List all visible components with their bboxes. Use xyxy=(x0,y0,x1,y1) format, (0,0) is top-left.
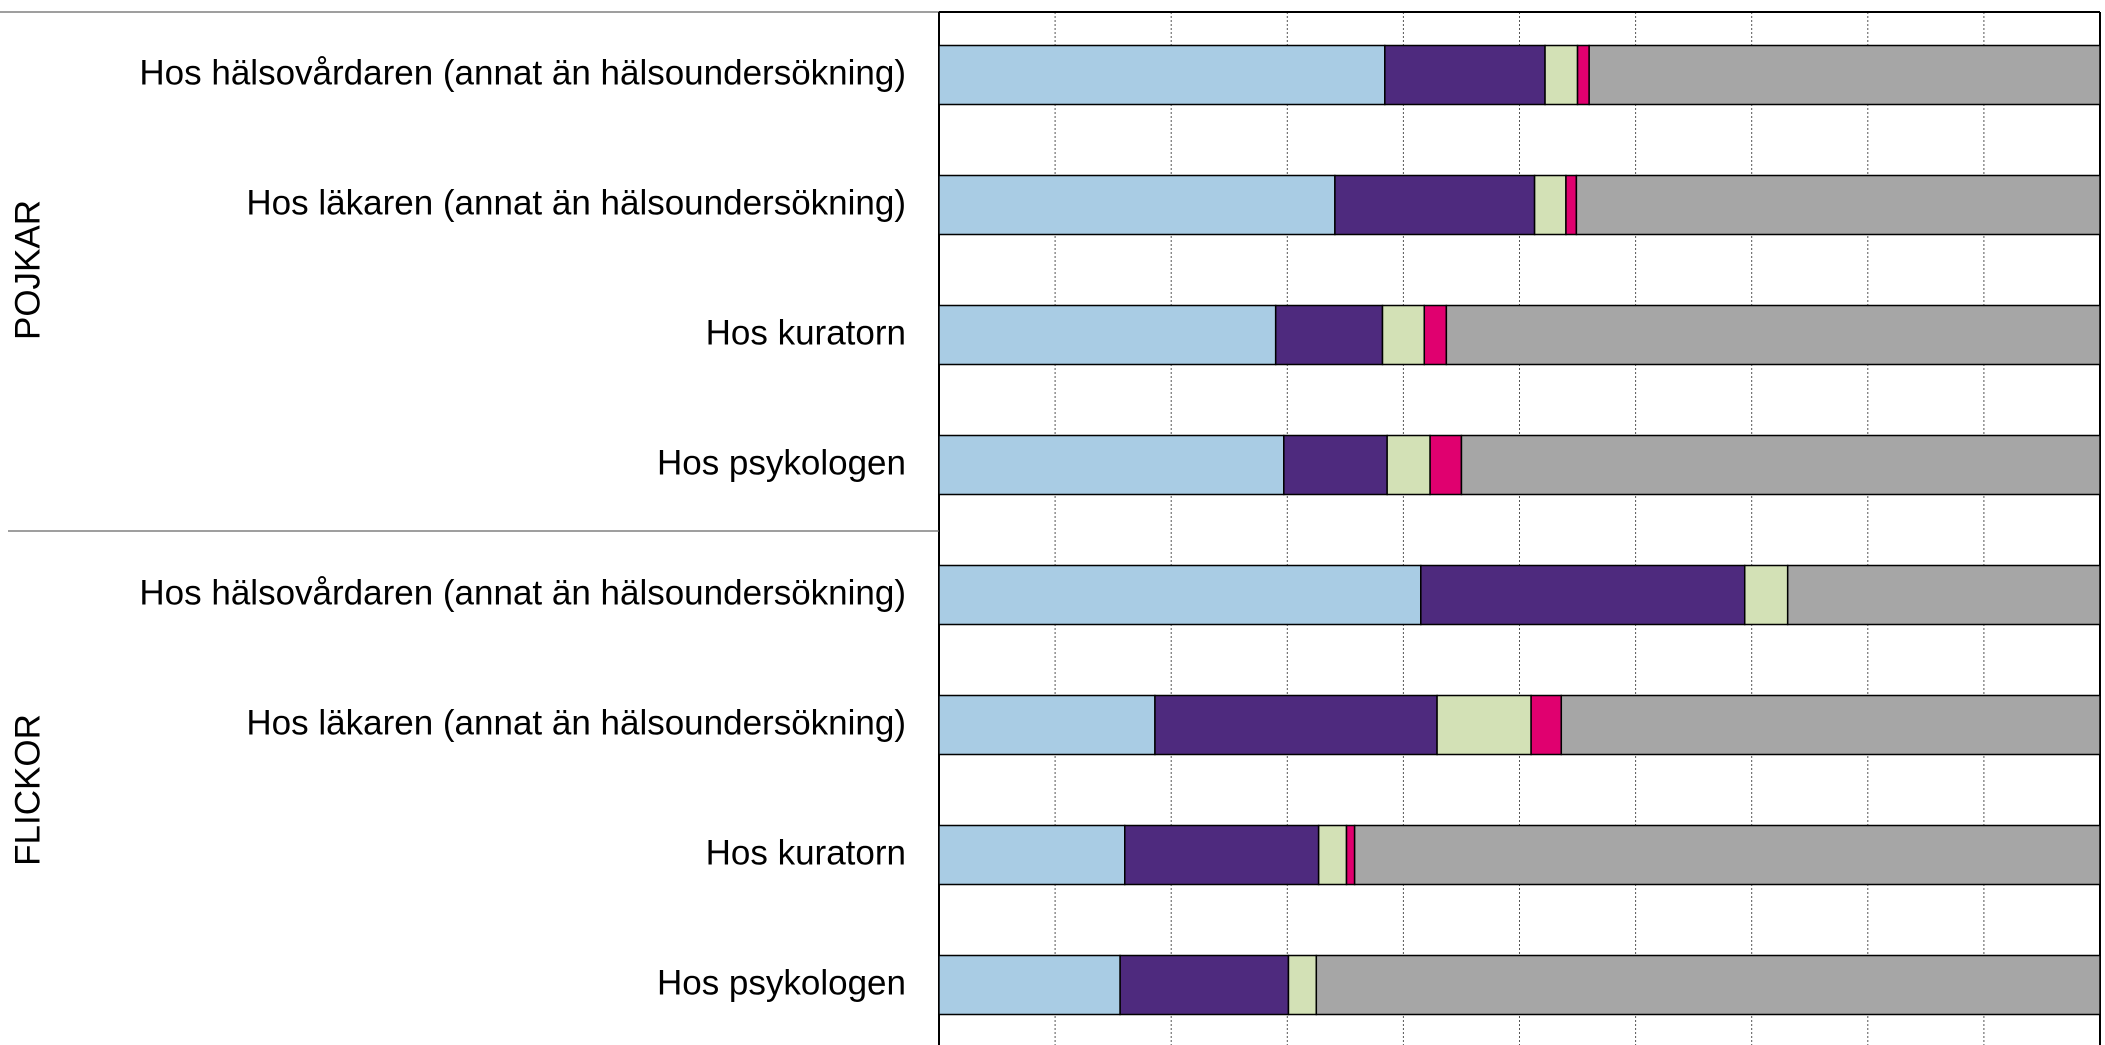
bar-segment xyxy=(938,824,1126,886)
bar-segment xyxy=(938,434,1285,496)
bar-segment xyxy=(938,564,1422,626)
bar-segment xyxy=(938,694,1156,756)
bar-segment xyxy=(1533,174,1567,236)
bar-segment xyxy=(1119,954,1290,1016)
category-label: Hos psykologen xyxy=(657,443,906,482)
bar-segment xyxy=(1786,564,2101,626)
bar-segment xyxy=(938,304,1277,366)
bar-segment xyxy=(1334,174,1536,236)
bar-segment xyxy=(938,954,1121,1016)
bar-segment xyxy=(1353,824,2101,886)
bar-segment xyxy=(1345,824,1356,886)
category-label: Hos psykologen xyxy=(657,963,906,1002)
bar-segment xyxy=(1315,954,2101,1016)
bar-segment xyxy=(1445,304,2101,366)
category-label: Hos kuratorn xyxy=(706,833,906,872)
category-label: Hos hälsovårdaren (annat än hälsoundersö… xyxy=(139,53,906,92)
bar-segment xyxy=(1317,824,1348,886)
category-label: Hos kuratorn xyxy=(706,313,906,352)
group-label: POJKAR xyxy=(8,200,47,340)
bar-segment xyxy=(1560,694,2101,756)
bar-segment xyxy=(1154,694,1438,756)
bar-segment xyxy=(1381,304,1426,366)
group-label: FLICKOR xyxy=(8,714,47,866)
bar-segment xyxy=(1287,954,1318,1016)
bar-segment xyxy=(1460,434,2101,496)
bar-segment xyxy=(1743,564,1789,626)
bar-segment xyxy=(1423,304,1448,366)
category-label: Hos läkaren (annat än hälsoundersökning) xyxy=(246,183,906,222)
bar-segment xyxy=(1530,694,1563,756)
bar-segment xyxy=(1588,44,2101,106)
bar-segment xyxy=(938,44,1386,106)
bar-segment xyxy=(1576,44,1590,106)
bar-segment xyxy=(1124,824,1320,886)
bar-segment xyxy=(1420,564,1746,626)
bar-segment xyxy=(938,174,1336,236)
category-label: Hos läkaren (annat än hälsoundersökning) xyxy=(246,703,906,742)
bar-segment xyxy=(1565,174,1578,236)
bar-segment xyxy=(1429,434,1463,496)
bar-segment xyxy=(1283,434,1388,496)
bar-segment xyxy=(1544,44,1579,106)
category-label: Hos hälsovårdaren (annat än hälsoundersö… xyxy=(139,573,906,612)
bar-segment xyxy=(1384,44,1546,106)
bar-segment xyxy=(1274,304,1384,366)
bar-segment xyxy=(1386,434,1431,496)
bar-segment xyxy=(1436,694,1532,756)
bar-segment xyxy=(1575,174,2101,236)
